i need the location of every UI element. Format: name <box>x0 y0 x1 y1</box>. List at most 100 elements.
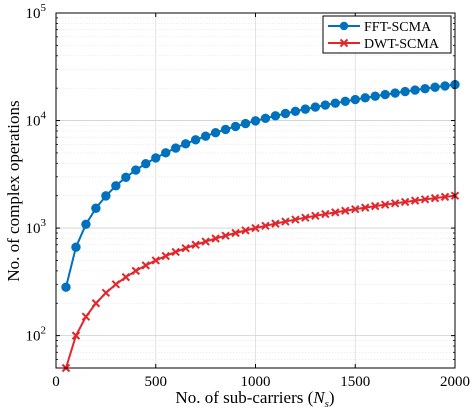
data-point <box>161 148 171 158</box>
legend: FFT-SCMA DWT-SCMA <box>322 15 452 54</box>
data-point <box>380 89 390 100</box>
x-tick-label: 0 <box>52 374 60 390</box>
data-point <box>131 266 141 276</box>
data-point <box>281 217 290 226</box>
data-point <box>440 81 450 91</box>
data-point <box>280 108 291 119</box>
data-point <box>191 240 200 249</box>
data-point <box>390 88 400 98</box>
data-point <box>270 111 281 121</box>
legend-label: DWT-SCMA <box>364 37 440 52</box>
data-point <box>331 208 340 217</box>
data-point <box>231 228 240 238</box>
data-point <box>320 100 331 110</box>
legend-marker <box>339 21 349 31</box>
data-point <box>61 282 71 292</box>
x-axis-label-text: No. of sub-carriers ( <box>175 388 313 407</box>
data-point <box>71 242 81 252</box>
data-point <box>400 86 410 97</box>
data-point <box>370 201 380 211</box>
data-point <box>440 192 450 202</box>
data-point <box>291 215 300 224</box>
y-axis-label: No. of complex operations <box>4 100 23 281</box>
data-point <box>311 211 320 221</box>
data-point <box>171 143 181 153</box>
y-tick-label: 102 <box>26 325 47 345</box>
data-point <box>210 128 221 138</box>
data-point <box>121 272 131 282</box>
data-point <box>241 226 250 235</box>
series-layer <box>61 79 460 373</box>
data-point <box>111 181 121 191</box>
legend-marker <box>339 38 349 48</box>
data-point <box>360 93 370 103</box>
data-point <box>190 135 201 145</box>
data-point <box>250 116 261 126</box>
data-point <box>71 331 81 340</box>
data-point <box>200 131 211 141</box>
data-point <box>141 158 151 169</box>
data-point <box>321 209 330 219</box>
data-point <box>181 243 190 253</box>
ticks: 0 500 1000 1500 2000 102 103 104 105 <box>26 2 471 390</box>
series-dwt-scma <box>61 191 460 373</box>
series-line <box>64 83 456 288</box>
data-point <box>341 206 350 215</box>
data-point <box>390 199 400 208</box>
data-point <box>201 237 210 246</box>
data-point <box>261 221 270 231</box>
data-point <box>81 312 91 321</box>
data-point <box>81 219 91 230</box>
y-tick-label: 104 <box>26 110 47 130</box>
x-tick-label: 1500 <box>340 374 370 390</box>
legend-item-fft-scma: FFT-SCMA <box>328 20 432 35</box>
data-point <box>290 106 301 116</box>
data-point <box>251 223 260 233</box>
data-point <box>410 196 420 205</box>
data-point <box>430 82 440 92</box>
x-tick-label: 1000 <box>241 374 271 390</box>
data-point <box>420 83 430 94</box>
data-point <box>151 256 160 265</box>
series-line <box>65 194 456 369</box>
data-point <box>161 251 170 261</box>
data-point <box>350 94 360 105</box>
data-point <box>91 299 101 308</box>
data-point <box>111 280 121 289</box>
y-tick-label: 103 <box>26 217 47 237</box>
grid <box>56 13 455 368</box>
data-point <box>410 85 420 95</box>
y-tick-label: 105 <box>26 2 47 22</box>
data-point <box>141 261 150 270</box>
data-point <box>101 191 111 201</box>
data-point <box>380 200 390 209</box>
x-axis-label-sub: s <box>325 398 329 410</box>
data-point <box>271 219 280 228</box>
data-point <box>220 124 231 135</box>
data-point <box>240 118 251 129</box>
data-point <box>151 153 161 163</box>
data-point <box>131 165 141 175</box>
data-point <box>230 121 241 132</box>
legend-item-dwt-scma: DWT-SCMA <box>328 37 440 52</box>
data-point <box>330 98 340 108</box>
x-axis-label-end: ) <box>329 388 335 407</box>
data-point <box>400 197 410 207</box>
data-point <box>221 231 230 240</box>
data-point <box>260 113 271 123</box>
data-point <box>121 172 131 183</box>
data-point <box>370 91 380 101</box>
data-point <box>301 213 310 222</box>
data-point <box>101 288 111 298</box>
data-point <box>310 102 321 112</box>
data-point <box>361 203 370 212</box>
x-tick-label: 2000 <box>440 374 470 390</box>
x-axis-label: No. of sub-carriers (Ns) <box>175 388 334 410</box>
legend-items: FFT-SCMA DWT-SCMA <box>328 20 440 52</box>
data-point <box>420 195 430 204</box>
data-point <box>211 234 220 243</box>
x-tick-label: 500 <box>145 374 168 390</box>
series-fft-scma <box>61 79 460 292</box>
data-point <box>171 247 180 257</box>
